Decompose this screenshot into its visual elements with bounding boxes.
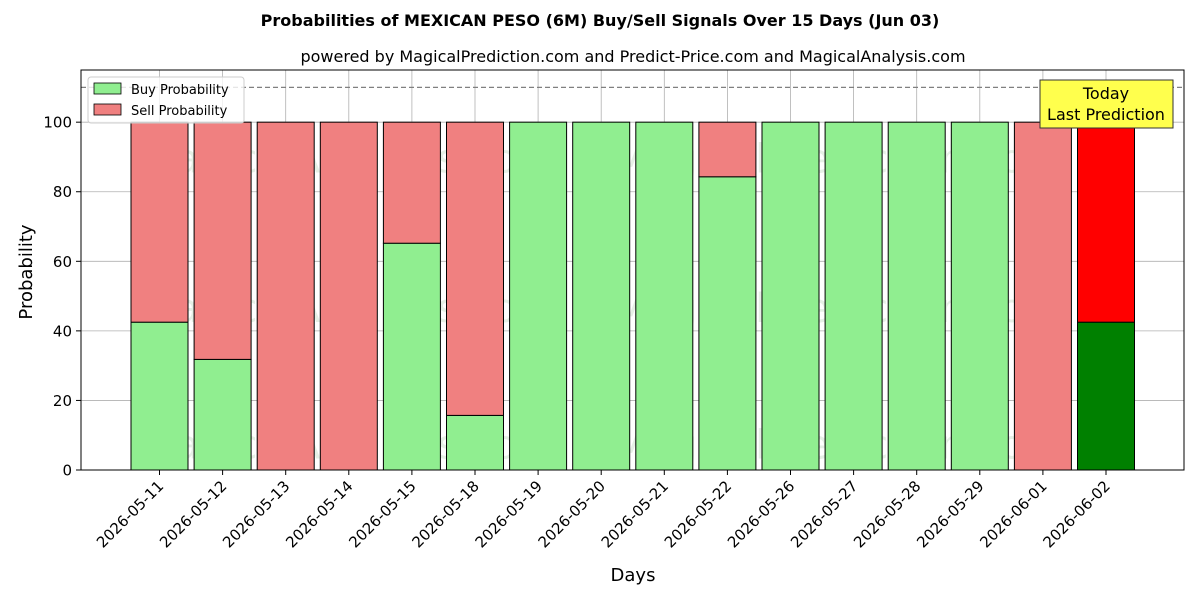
bar-buy-2026-05-27 bbox=[824, 121, 883, 471]
y-tick-label: 0 bbox=[62, 462, 72, 480]
legend-swatch-sell bbox=[93, 103, 122, 116]
x-tick-label: 2026-05-12 bbox=[156, 477, 230, 551]
bar-buy-2026-05-21 bbox=[635, 121, 694, 471]
bar-sell-2026-05-18 bbox=[446, 121, 504, 416]
x-tick-label: 2026-05-15 bbox=[345, 477, 419, 551]
x-tick-label: 2026-05-20 bbox=[535, 477, 609, 551]
x-tick-label: 2026-06-02 bbox=[1039, 477, 1113, 551]
bar-sell-2026-06-02 bbox=[1077, 121, 1135, 323]
y-tick-label: 100 bbox=[43, 114, 72, 132]
x-tick-label: 2026-05-22 bbox=[661, 477, 735, 551]
x-axis: 2026-05-112026-05-122026-05-132026-05-14… bbox=[93, 470, 1114, 551]
bar-buy-2026-05-15 bbox=[382, 242, 441, 471]
x-tick-label: 2026-05-21 bbox=[598, 477, 672, 551]
x-tick-label: 2026-05-29 bbox=[913, 477, 987, 551]
plot-frame bbox=[80, 69, 1185, 471]
bars bbox=[130, 121, 1135, 471]
x-tick-label: 2026-06-01 bbox=[976, 477, 1050, 551]
bar-buy-2026-05-22 bbox=[698, 176, 757, 471]
legend-swatch-buy bbox=[93, 82, 122, 95]
chart-subtitle: powered by MagicalPrediction.com and Pre… bbox=[300, 47, 965, 66]
bar-sell-2026-05-15 bbox=[382, 121, 441, 244]
y-tick-label: 40 bbox=[53, 322, 72, 340]
bar-buy-2026-06-02 bbox=[1077, 321, 1135, 471]
x-tick-label: 2026-05-11 bbox=[93, 477, 167, 551]
bar-buy-2026-05-20 bbox=[572, 121, 631, 471]
bar-sell-2026-05-11 bbox=[130, 121, 189, 323]
legend: Buy Probability Sell Probability bbox=[87, 76, 245, 124]
bar-buy-2026-05-26 bbox=[761, 121, 820, 471]
today-annotation: Today Last Prediction bbox=[1039, 79, 1174, 129]
x-tick-label: 2026-05-27 bbox=[787, 477, 861, 551]
x-tick-label: 2026-05-26 bbox=[724, 477, 798, 551]
x-tick-label: 2026-05-19 bbox=[472, 477, 546, 551]
x-tick-label: 2026-05-18 bbox=[408, 477, 482, 551]
chart-title: Probabilities of MEXICAN PESO (6M) Buy/S… bbox=[261, 11, 940, 30]
y-axis-label: Probability bbox=[16, 224, 37, 319]
bar-buy-2026-05-12 bbox=[193, 358, 252, 471]
bar-buy-2026-05-18 bbox=[446, 414, 504, 471]
bar-buy-2026-05-29 bbox=[950, 121, 1009, 471]
x-tick-label: 2026-05-14 bbox=[282, 477, 356, 551]
y-tick-label: 80 bbox=[53, 183, 72, 201]
y-tick-label: 60 bbox=[53, 253, 72, 271]
bar-sell-2026-05-13 bbox=[256, 121, 315, 471]
bar-buy-2026-05-28 bbox=[887, 121, 946, 471]
bar-buy-2026-05-19 bbox=[509, 121, 568, 471]
bar-sell-2026-05-14 bbox=[319, 121, 378, 471]
bar-sell-2026-05-12 bbox=[193, 121, 252, 360]
legend-label-sell: Sell Probability bbox=[131, 104, 228, 119]
bar-sell-2026-06-01 bbox=[1013, 121, 1072, 471]
x-axis-label: Days bbox=[611, 565, 656, 586]
annotation-box bbox=[1039, 79, 1174, 129]
bar-sell-2026-05-22 bbox=[698, 121, 757, 178]
y-axis: 0 20 40 60 80 100 bbox=[43, 114, 81, 480]
annotation-line1: Today bbox=[1082, 84, 1129, 103]
legend-frame bbox=[87, 76, 245, 124]
x-tick-label: 2026-05-13 bbox=[219, 477, 293, 551]
annotation-line2: Last Prediction bbox=[1047, 105, 1165, 124]
bar-buy-2026-05-11 bbox=[130, 321, 189, 471]
x-tick-label: 2026-05-28 bbox=[850, 477, 924, 551]
y-tick-label: 20 bbox=[53, 392, 72, 410]
legend-label-buy: Buy Probability bbox=[131, 83, 229, 98]
